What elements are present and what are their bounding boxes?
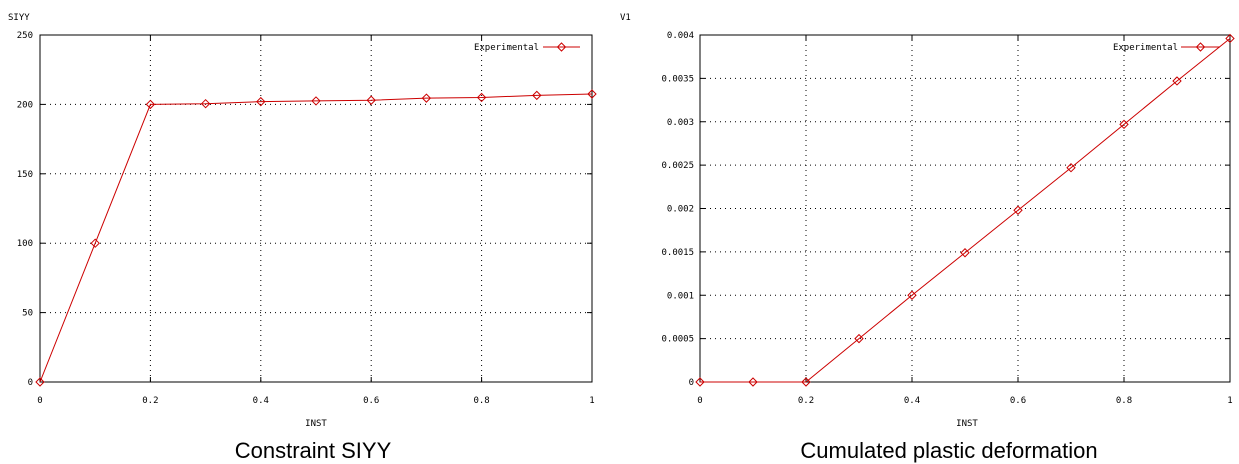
x-tick-label: 0.6 xyxy=(363,396,379,406)
plot-frame xyxy=(39,34,593,383)
x-tick-label: 0.8 xyxy=(1116,396,1132,406)
y-tick-label: 0 xyxy=(689,378,694,388)
y-tick-label: 0.0025 xyxy=(661,161,694,171)
x-tick-label: 1 xyxy=(589,396,594,406)
data-point xyxy=(200,98,211,109)
y-tick-label: 0.004 xyxy=(667,31,694,41)
y-tick-label: 50 xyxy=(22,309,33,319)
data-point xyxy=(90,238,100,248)
chart-panel-v1: 0 0.2 0.4 0.6 0.8 1 0 0.0005 0.001 0.0015 0.002 0.0… xyxy=(620,0,1239,463)
data-point xyxy=(1013,205,1023,215)
data-point xyxy=(1066,163,1076,173)
y-tick-label: 0.002 xyxy=(667,205,694,215)
data-point xyxy=(311,96,321,106)
data-point xyxy=(421,93,432,103)
chart-siyy: 0 0.2 0.4 0.6 0.8 1 0 50 100 150 200 250 SIYY INST Exp… xyxy=(8,13,597,429)
data-point xyxy=(476,92,487,103)
y-axis-label: V1 xyxy=(620,13,631,23)
x-tick-label: 1 xyxy=(1227,396,1232,406)
y-tick-label: 0.001 xyxy=(667,291,694,301)
y-tick-label: 200 xyxy=(17,100,33,110)
data-point xyxy=(748,377,758,387)
x-tick-label: 0.4 xyxy=(904,396,920,406)
data-point xyxy=(587,89,597,99)
x-axis-label: INST xyxy=(305,419,327,429)
legend-marker xyxy=(556,42,567,52)
y-tick-label: 0.0015 xyxy=(661,248,694,258)
caption-siyy: Constraint SIYY xyxy=(234,438,392,463)
data-point xyxy=(1172,76,1182,86)
caption-v1: Cumulated plastic deformation xyxy=(800,438,1098,463)
data-point xyxy=(960,248,970,258)
data-point xyxy=(907,290,917,300)
chart-v1: 0 0.2 0.4 0.6 0.8 1 0 0.0005 0.001 0.0015 0.002 0.0… xyxy=(620,13,1235,429)
data-point xyxy=(145,99,156,110)
x-tick-label: 0 xyxy=(37,396,42,406)
legend-marker xyxy=(1195,42,1206,52)
x-tick-label: 0.8 xyxy=(473,396,489,406)
y-axis-label: SIYY xyxy=(8,13,30,23)
data-point xyxy=(35,377,45,387)
y-tick-label: 0.0035 xyxy=(661,74,694,84)
series-line xyxy=(700,38,1231,383)
legend-label: Experimental xyxy=(1113,43,1178,53)
y-tick-label: 150 xyxy=(17,170,33,180)
data-point xyxy=(1225,33,1235,44)
series-line xyxy=(39,93,593,383)
data-point xyxy=(256,96,266,107)
y-tick-label: 0 xyxy=(28,378,33,388)
data-point xyxy=(366,95,376,105)
x-tick-label: 0.4 xyxy=(253,396,269,406)
chart-panel-siyy: 0 0.2 0.4 0.6 0.8 1 0 50 100 150 200 250 SIYY INST Exp… xyxy=(0,0,620,463)
x-axis-label: INST xyxy=(956,419,978,429)
y-tick-label: 0.003 xyxy=(667,118,694,128)
y-tick-label: 100 xyxy=(17,239,33,249)
x-tick-label: 0.2 xyxy=(798,396,814,406)
x-tick-label: 0.2 xyxy=(142,396,158,406)
x-tick-label: 0.6 xyxy=(1010,396,1026,406)
x-tick-label: 0 xyxy=(697,396,702,406)
data-point xyxy=(801,377,811,387)
y-tick-label: 0.0005 xyxy=(661,335,694,345)
data-point xyxy=(854,333,864,344)
data-point xyxy=(1119,119,1129,130)
data-point xyxy=(532,90,542,101)
legend-label: Experimental xyxy=(474,43,539,53)
data-point xyxy=(695,377,705,387)
y-tick-label: 250 xyxy=(17,31,33,41)
